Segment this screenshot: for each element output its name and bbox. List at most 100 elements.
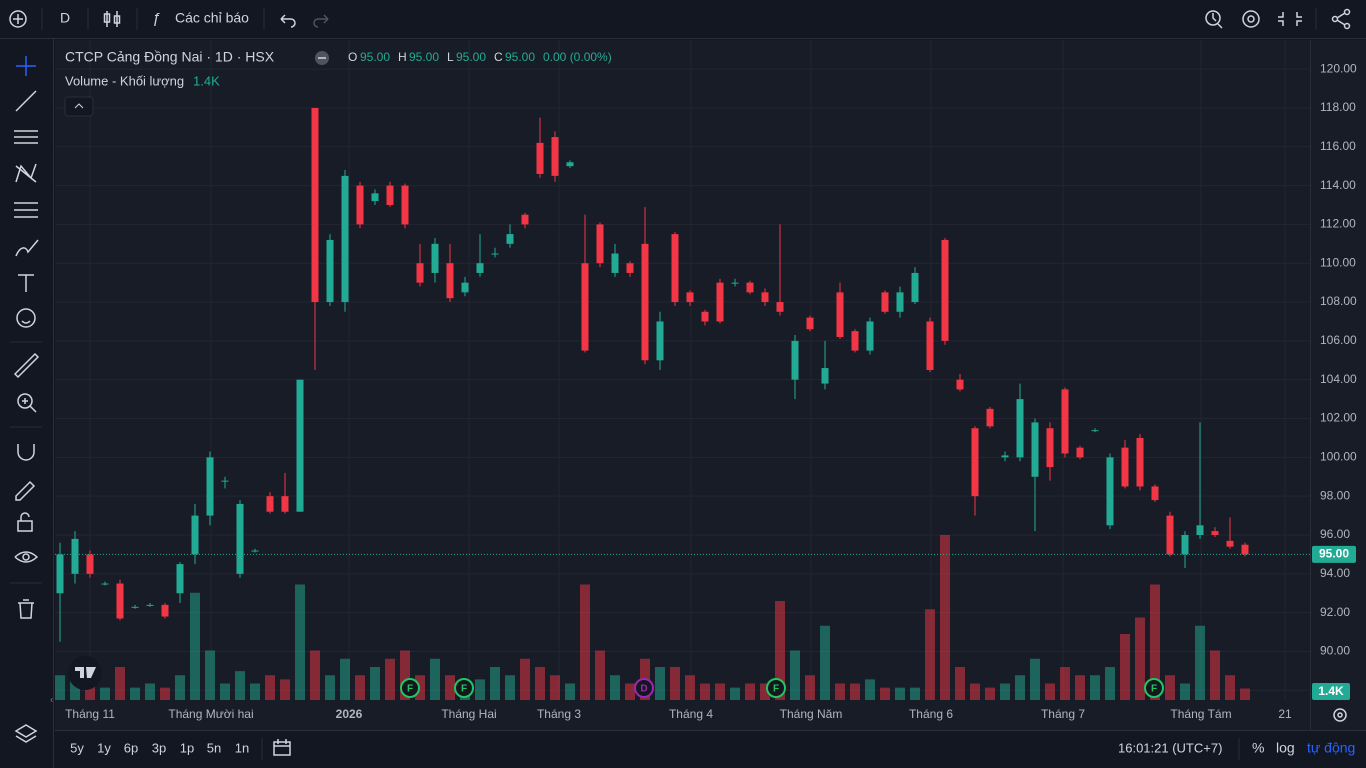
chart-type-button[interactable] <box>103 11 121 27</box>
event-marker[interactable] <box>454 678 474 698</box>
candle-body <box>86 554 94 574</box>
range-button[interactable]: 5y <box>70 740 84 755</box>
text-tool[interactable] <box>18 274 34 292</box>
range-button[interactable]: 1y <box>97 740 111 755</box>
emoji-tool[interactable] <box>16 308 36 328</box>
range-button[interactable]: 1n <box>235 740 249 755</box>
candle-body <box>761 292 769 303</box>
interval-button[interactable]: D <box>60 10 70 26</box>
volume-bar <box>595 650 605 700</box>
volume-bar <box>190 592 200 700</box>
lock-tool[interactable] <box>17 512 33 532</box>
l-label: L <box>447 50 454 64</box>
candle-body <box>1076 447 1084 458</box>
price-tick-label: 116.00 <box>1320 139 1356 153</box>
volume-bar <box>505 675 515 700</box>
indicators-button[interactable]: Các chỉ báo <box>175 10 249 26</box>
candle-body <box>806 317 814 330</box>
candle-body <box>1211 531 1219 535</box>
candle-body <box>821 368 829 384</box>
range-button[interactable]: 6p <box>124 740 138 755</box>
undo-button[interactable] <box>280 14 296 28</box>
crosshair-tool[interactable] <box>16 56 36 76</box>
ruler-tool[interactable] <box>13 352 40 379</box>
volume-bar <box>100 687 110 700</box>
volume-bar <box>1120 634 1130 700</box>
volume-bar <box>175 675 185 700</box>
volume-bar <box>520 658 530 700</box>
percent-button[interactable]: % <box>1252 740 1264 756</box>
volume-bar <box>700 683 710 700</box>
candle-body <box>611 253 619 273</box>
event-label: F <box>773 684 779 695</box>
delete-tool[interactable] <box>18 599 34 619</box>
price-tick-label: 90.00 <box>1320 644 1350 658</box>
event-marker[interactable] <box>1144 678 1164 698</box>
event-marker[interactable] <box>400 678 420 698</box>
candle-body <box>701 311 709 322</box>
volume-bar <box>985 687 995 700</box>
visibility-tool[interactable] <box>14 551 39 563</box>
fib-tool[interactable] <box>14 130 38 144</box>
candle-body <box>1031 422 1039 477</box>
volume-bar <box>805 675 815 700</box>
volume-bar <box>685 675 695 700</box>
candle-body <box>416 263 424 283</box>
last-price-tag <box>1312 545 1356 563</box>
volume-bar <box>880 687 890 700</box>
price-tick-label: 92.00 <box>1320 605 1350 619</box>
range-button[interactable]: 5n <box>207 740 221 755</box>
candle-body <box>791 340 799 380</box>
top-toolbar: D ƒ Các chỉ báo <box>9 8 1351 30</box>
magnet-tool[interactable] <box>17 444 35 461</box>
trendline-tool[interactable] <box>15 90 37 112</box>
time-tick-label: Tháng 7 <box>1041 707 1085 721</box>
volume-bar <box>1000 683 1010 700</box>
candle-body <box>71 538 79 574</box>
volume-bar <box>445 675 455 700</box>
goto-date-button[interactable] <box>273 739 291 756</box>
auto-button[interactable]: tự động <box>1307 740 1355 756</box>
candle-body <box>566 162 574 167</box>
volume-bar <box>430 658 440 700</box>
time-tick-label: Tháng Hai <box>441 707 496 721</box>
zoom-tool[interactable] <box>17 393 37 413</box>
candle-body <box>161 604 169 617</box>
projection-tool[interactable] <box>14 202 38 218</box>
event-label: F <box>1151 684 1157 695</box>
candle-body <box>236 503 244 574</box>
volume-bar <box>850 683 860 700</box>
replay-button[interactable] <box>1205 10 1223 29</box>
object-tree-button[interactable] <box>14 724 38 743</box>
volume-bar <box>970 683 980 700</box>
c-label: C <box>494 50 503 64</box>
lock-drawing-tool[interactable] <box>15 480 36 501</box>
event-marker[interactable] <box>766 678 786 698</box>
volume-bar <box>1075 675 1085 700</box>
collapse-arrow[interactable]: ‹ <box>50 695 53 706</box>
share-button[interactable] <box>1331 8 1351 30</box>
add-symbol-button[interactable] <box>9 10 27 28</box>
fullscreen-button[interactable] <box>1278 12 1302 26</box>
candle-body <box>956 379 964 390</box>
time-tick-label: Tháng Mười hai <box>168 707 253 721</box>
clock: 16:01:21 (UTC+7) <box>1118 740 1222 755</box>
candle-body <box>1001 455 1009 458</box>
volume-tag-label: 1.4K <box>1318 684 1344 698</box>
candle-body <box>506 234 514 244</box>
log-button[interactable]: log <box>1276 740 1295 756</box>
volume-bar <box>145 683 155 700</box>
price-tick-label: 110.00 <box>1320 255 1356 269</box>
time-axis-settings[interactable] <box>1333 708 1347 722</box>
settings-button[interactable] <box>1242 10 1260 28</box>
chart-pane <box>55 40 1366 730</box>
brush-tool[interactable] <box>15 239 39 257</box>
event-marker[interactable] <box>634 678 654 698</box>
range-button[interactable]: 1p <box>180 740 194 755</box>
volume-bar <box>1195 625 1205 700</box>
redo-button[interactable] <box>313 14 329 28</box>
range-button[interactable]: 3p <box>152 740 166 755</box>
pattern-tool[interactable] <box>15 163 37 183</box>
collapse-legend-button[interactable] <box>64 96 94 117</box>
